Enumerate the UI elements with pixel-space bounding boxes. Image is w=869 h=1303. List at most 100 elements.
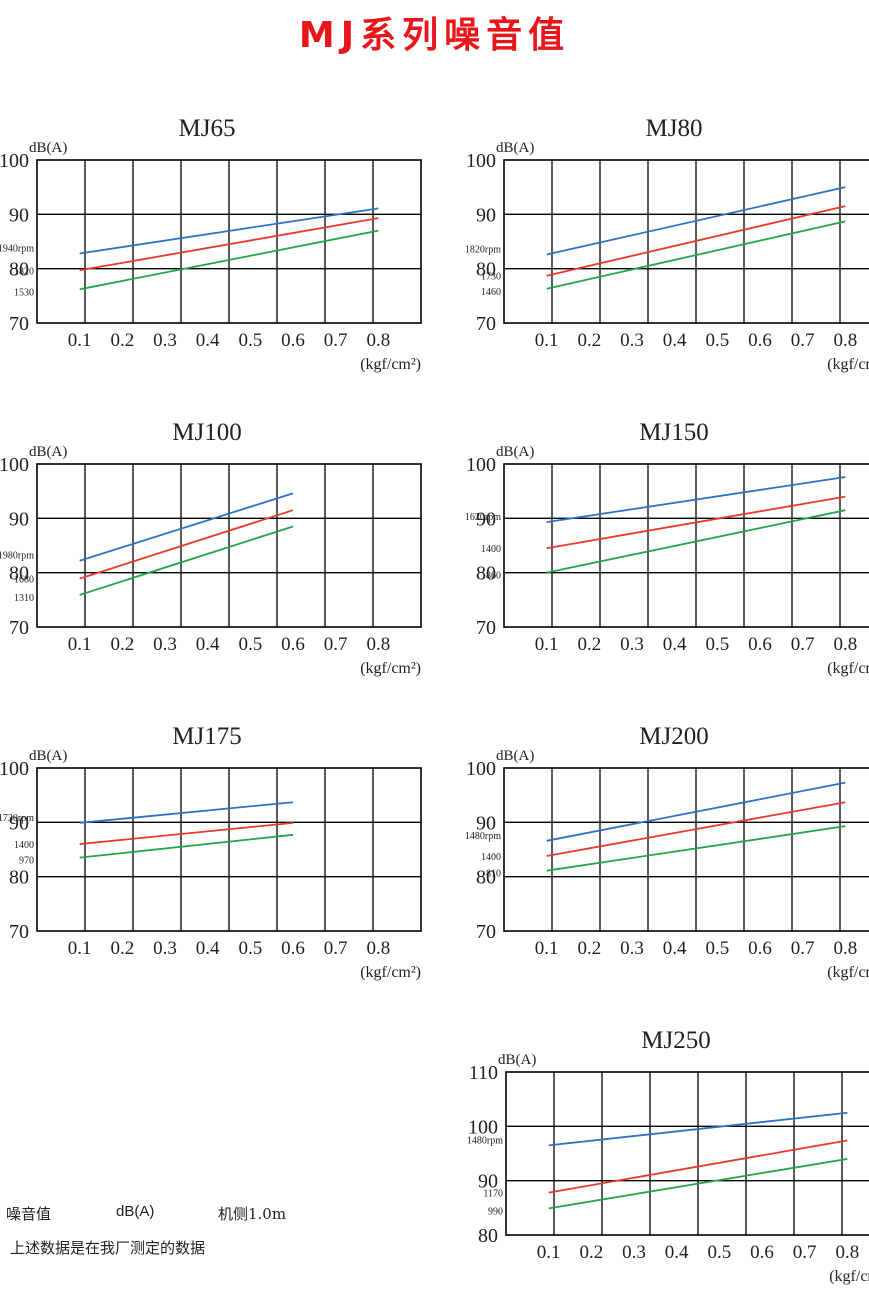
series-line-green: [546, 509, 846, 574]
series-label: 1620rpm: [465, 512, 501, 523]
x-tick-label: 0.1: [535, 634, 559, 655]
y-tick-label: 110: [469, 1062, 498, 1084]
series-label: 860: [486, 571, 501, 582]
series-label: 990: [488, 1206, 503, 1217]
series-label: 1480rpm: [465, 831, 501, 842]
y-tick-label: 100: [468, 1116, 498, 1138]
x-tick-label: 0.5: [705, 330, 729, 351]
x-tick-label: 0.2: [577, 330, 601, 351]
x-tick-label: 0.1: [68, 330, 92, 351]
x-tick-label: 0.4: [663, 938, 687, 959]
x-tick-label: 0.6: [281, 634, 305, 655]
chart-mj250: MJ250 dB(A) 80 90 100 110 0.1 0.2 0.3 0.4 0.5 0.6 0.…: [467, 1027, 869, 1285]
chart-mj150: MJ150 dB(A) 70 80 90 100 0.1 0.2 0.3 0.4 0.5 0.6 0.7…: [465, 419, 869, 677]
x-tick-label: 0.8: [833, 938, 857, 959]
series-line-blue: [79, 207, 379, 255]
x-tick-label: 0.6: [748, 330, 772, 351]
x-tick-label: 0.8: [366, 938, 390, 959]
series-line-green: [79, 833, 294, 859]
x-tick-label: 0.2: [110, 330, 134, 351]
x-tick-label: 0.6: [748, 634, 772, 655]
x-tick-label: 0.2: [110, 938, 134, 959]
series-line-green: [546, 220, 846, 290]
y-axis-label: dB(A): [29, 140, 67, 156]
y-tick-label: 70: [476, 617, 496, 639]
x-tick-label: 0.4: [196, 330, 220, 351]
x-tick-label: 0.1: [535, 330, 559, 351]
series-line-blue: [79, 492, 294, 562]
x-tick-label: 0.8: [366, 634, 390, 655]
x-tick-label: 0.6: [281, 330, 305, 351]
x-tick-label: 0.3: [620, 634, 644, 655]
x-tick-label: 0.5: [705, 634, 729, 655]
y-tick-label: 70: [476, 921, 496, 943]
x-tick-label: 0.1: [68, 634, 92, 655]
plot-frame: [505, 1071, 869, 1236]
y-tick-label: 90: [476, 812, 496, 834]
series-label: 1730: [481, 272, 501, 283]
x-tick-label: 0.2: [579, 1242, 603, 1263]
data-remark: 上述数据是在我厂测定的数据: [10, 1239, 206, 1257]
y-axis-label: dB(A): [496, 748, 534, 764]
series-label: 1480rpm: [467, 1135, 503, 1146]
y-tick-label: 80: [9, 259, 29, 281]
series-line-red: [79, 821, 294, 845]
x-tick-label: 0.1: [68, 938, 92, 959]
x-tick-label: 0.6: [748, 938, 772, 959]
y-tick-label: 70: [476, 313, 496, 335]
chart-mj100: MJ100 dB(A) 70 80 90 100 0.1 0.2 0.3 0.4 0.5 0.6 0.7…: [0, 419, 422, 677]
x-tick-label: 0.7: [791, 938, 815, 959]
x-tick-label: 0.3: [153, 330, 177, 351]
x-tick-label: 0.4: [196, 634, 220, 655]
chart-title: MJ80: [646, 115, 703, 142]
series-label: 1820rpm: [465, 245, 501, 256]
x-tick-label: 0.2: [577, 938, 601, 959]
series-label: 1400: [481, 852, 501, 863]
y-tick-label: 80: [476, 867, 496, 889]
chart-title: MJ200: [639, 723, 708, 750]
x-tick-label: 0.7: [791, 634, 815, 655]
series-line-green: [79, 525, 294, 596]
x-axis-label: (kgf/cm²): [827, 660, 869, 677]
y-tick-label: 100: [0, 758, 29, 780]
chart-mj65: MJ65 dB(A) 70 80 90 100 0.1 0.2 0.3 0.4 0.5 0.6 0.7 0…: [0, 115, 422, 373]
x-tick-label: 0.8: [833, 330, 857, 351]
y-axis-label: dB(A): [496, 140, 534, 156]
chart-title: MJ150: [639, 419, 708, 446]
x-tick-label: 0.5: [238, 938, 262, 959]
x-tick-label: 0.1: [537, 1242, 561, 1263]
x-tick-label: 0.5: [238, 330, 262, 351]
x-tick-label: 0.8: [835, 1242, 859, 1263]
y-tick-label: 90: [476, 204, 496, 226]
series-line-red: [79, 509, 294, 580]
y-tick-label: 90: [9, 204, 29, 226]
x-axis-label: (kgf/cm²): [827, 356, 869, 373]
x-tick-label: 0.4: [663, 634, 687, 655]
x-tick-label: 0.3: [153, 634, 177, 655]
series-line-blue: [548, 1111, 848, 1147]
plot-frame: [503, 159, 869, 324]
x-tick-label: 0.8: [833, 634, 857, 655]
series-label: 1170: [483, 1189, 503, 1200]
x-tick-label: 0.8: [366, 330, 390, 351]
chart-title: MJ250: [641, 1027, 710, 1054]
chart-title: MJ65: [179, 115, 236, 142]
series-line-green: [548, 1158, 848, 1210]
grid: [503, 159, 869, 324]
series-label: 1530: [14, 287, 34, 298]
y-tick-label: 100: [0, 454, 29, 476]
series-label: 970: [19, 856, 34, 867]
x-tick-label: 0.7: [324, 634, 348, 655]
y-tick-label: 80: [9, 867, 29, 889]
y-axis-label: dB(A): [498, 1052, 536, 1068]
grid: [503, 767, 869, 932]
grid: [503, 463, 869, 628]
y-tick-label: 80: [476, 259, 496, 281]
y-tick-label: 100: [466, 454, 496, 476]
y-axis-label: dB(A): [29, 444, 67, 460]
y-tick-label: 80: [9, 563, 29, 585]
x-tick-label: 0.7: [793, 1242, 817, 1263]
x-axis-label: (kgf/cm²): [360, 964, 421, 981]
series-label: 1310: [14, 593, 34, 604]
page-title: MJ系列噪音值: [298, 15, 571, 56]
